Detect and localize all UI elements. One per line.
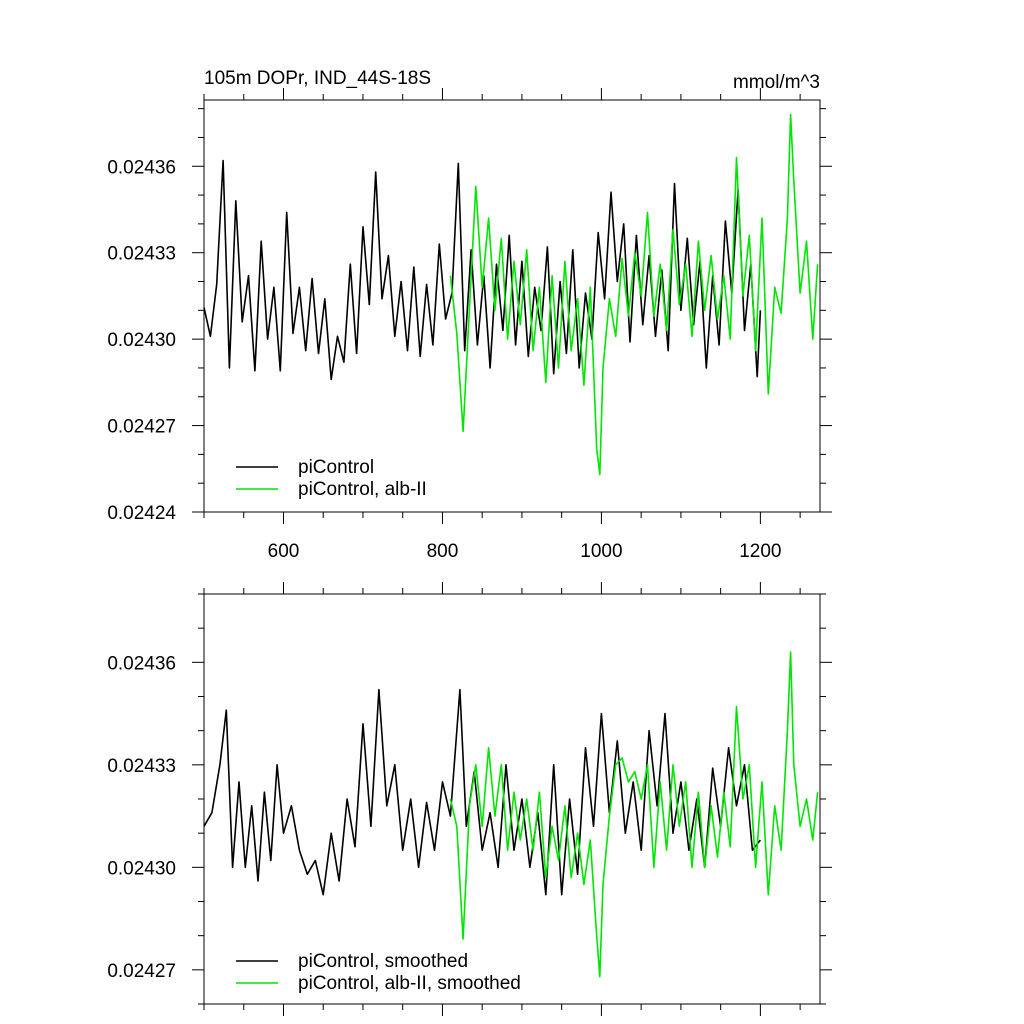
y-tick-label: 0.02433 bbox=[107, 244, 176, 265]
bottom-panel: 0.02427 0.02430 0.02433 0.02436 piControl, … bbox=[107, 582, 832, 1016]
x-tick-label: 800 bbox=[427, 541, 459, 562]
x-tick-label: 1000 bbox=[580, 541, 622, 562]
units-label: mmol/m^3 bbox=[733, 72, 820, 93]
series-line-alb-ii bbox=[449, 651, 819, 978]
x-tick-label: 1200 bbox=[739, 541, 781, 562]
y-tick-label: 0.02427 bbox=[107, 961, 176, 982]
series-lines bbox=[203, 651, 819, 978]
series-line-picontrol bbox=[203, 688, 762, 896]
y-tick-label: 0.02430 bbox=[107, 858, 176, 879]
x-tick-label: 600 bbox=[268, 541, 300, 562]
axis-ticks: 600 800 1000 1200 0.02424 0.02427 0.02430 0.024… bbox=[107, 88, 832, 562]
y-tick-label: 0.02427 bbox=[107, 417, 176, 438]
y-tick-label: 0.02436 bbox=[107, 157, 176, 178]
legend-label: piControl, smoothed bbox=[298, 951, 468, 972]
plot-frame bbox=[203, 593, 821, 1005]
y-tick-label: 0.02436 bbox=[107, 653, 176, 674]
axis-ticks: 0.02427 0.02430 0.02433 0.02436 bbox=[107, 582, 832, 1016]
y-tick-label: 0.02424 bbox=[107, 503, 176, 524]
legend-label: piControl, alb-II bbox=[298, 479, 427, 500]
series-line-alb-ii bbox=[449, 113, 819, 476]
legend-label: piControl, alb-II, smoothed bbox=[298, 973, 521, 994]
series-lines bbox=[203, 113, 819, 476]
plot-frame bbox=[203, 99, 821, 513]
top-panel: 105m DOPr, IND_44S-18S mmol/m^3 600 800 10… bbox=[107, 68, 832, 562]
legend-label: piControl bbox=[298, 457, 374, 478]
y-tick-label: 0.02433 bbox=[107, 756, 176, 777]
y-tick-label: 0.02430 bbox=[107, 330, 176, 351]
chart-title: 105m DOPr, IND_44S-18S bbox=[204, 68, 431, 89]
